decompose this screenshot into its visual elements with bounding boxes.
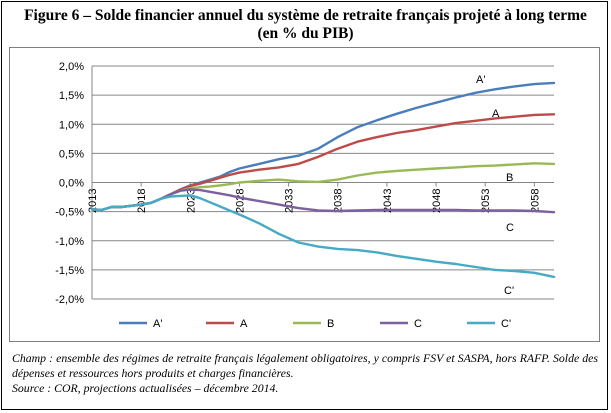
y-tick-label: -2,0% — [55, 294, 84, 306]
x-tick-label: 2048 — [431, 189, 443, 213]
line-chart: 2,0% 1,5% 1,0% 0,5% 0,0% -0,5% -1,0% -1,5% -2,0%… — [55, 61, 556, 330]
legend-label: A' — [153, 318, 162, 330]
y-tick-label: 1,0% — [59, 119, 84, 131]
figure-title: Figure 6 – Solde financier annuel du sys… — [24, 7, 587, 24]
x-tick-label: 2033 — [284, 189, 296, 213]
y-tick-label: 2,0% — [59, 61, 84, 73]
notes-source: Source : COR, projections actualisées – … — [12, 381, 279, 395]
y-tick-label: 0,5% — [59, 148, 84, 160]
x-tick-label: 2018 — [136, 189, 148, 213]
y-tick-label: 0,0% — [59, 178, 84, 190]
legend-label: B — [327, 318, 334, 330]
figure-subtitle: (en % du PIB) — [257, 25, 354, 42]
x-tick-label: 2058 — [529, 189, 541, 213]
x-tick-label: 2038 — [333, 189, 345, 213]
legend-label: C — [414, 318, 422, 330]
series-end-label: C' — [504, 285, 514, 297]
legend-label: A — [240, 318, 248, 330]
notes-champ: Champ : ensemble des régimes de retraite… — [12, 351, 598, 380]
series-line — [90, 194, 556, 279]
y-tick-label: -0,5% — [55, 207, 84, 219]
y-tick-label: 1,5% — [59, 90, 84, 102]
x-tick-label: 2023 — [185, 189, 197, 213]
x-tick-label: 2053 — [480, 189, 492, 213]
x-tick-label: 2043 — [382, 189, 394, 213]
chart-area-border — [9, 47, 600, 342]
series-end-label: C — [506, 222, 514, 234]
y-tick-label: -1,5% — [55, 265, 84, 277]
series-end-label: A' — [476, 74, 485, 86]
x-tick-label: 2013 — [87, 189, 99, 213]
series-end-label: A — [492, 108, 500, 120]
x-tick-label: 2028 — [234, 189, 246, 213]
series-end-label: B — [506, 172, 513, 184]
legend-label: C' — [501, 318, 511, 330]
figure-notes: Champ : ensemble des régimes de retraite… — [12, 351, 598, 396]
y-tick-label: -1,0% — [55, 236, 84, 248]
